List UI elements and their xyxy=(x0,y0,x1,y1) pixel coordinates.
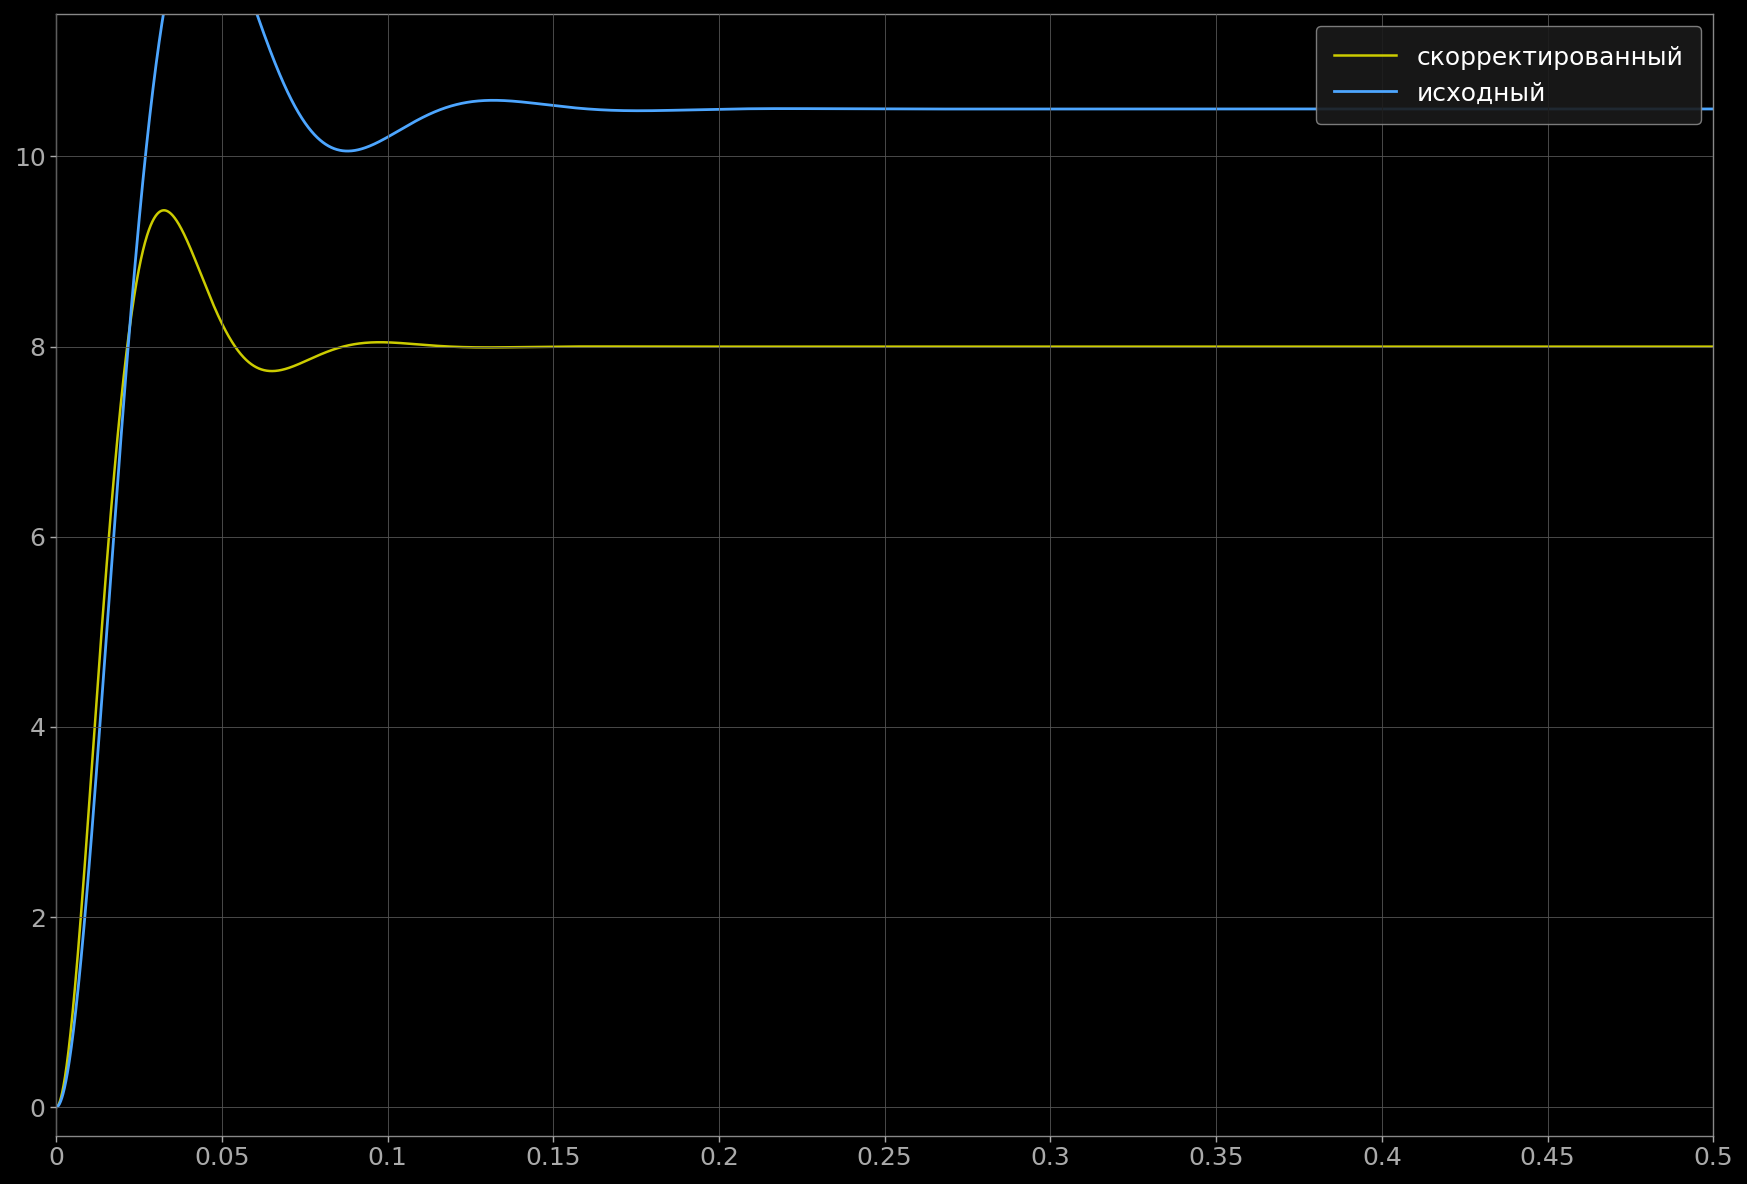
скорректированный xyxy=(114,361,135,375)
исходный xyxy=(1616,102,1637,116)
исходный xyxy=(114,382,135,397)
скорректированный xyxy=(370,335,391,349)
исходный xyxy=(52,1085,73,1099)
скорректированный xyxy=(52,1079,73,1093)
исходный xyxy=(1703,102,1724,116)
Line: исходный: исходный xyxy=(56,0,1714,1107)
скорректированный xyxy=(1616,340,1637,354)
исходный xyxy=(856,102,877,116)
скорректированный xyxy=(145,210,166,224)
исходный xyxy=(145,64,166,78)
скорректированный xyxy=(154,204,175,218)
Line: скорректированный: скорректированный xyxy=(56,211,1714,1107)
Legend: скорректированный, исходный: скорректированный, исходный xyxy=(1317,26,1702,124)
скорректированный xyxy=(856,340,877,354)
исходный xyxy=(45,1100,66,1114)
исходный xyxy=(370,134,391,148)
скорректированный xyxy=(45,1100,66,1114)
скорректированный xyxy=(1703,340,1724,354)
